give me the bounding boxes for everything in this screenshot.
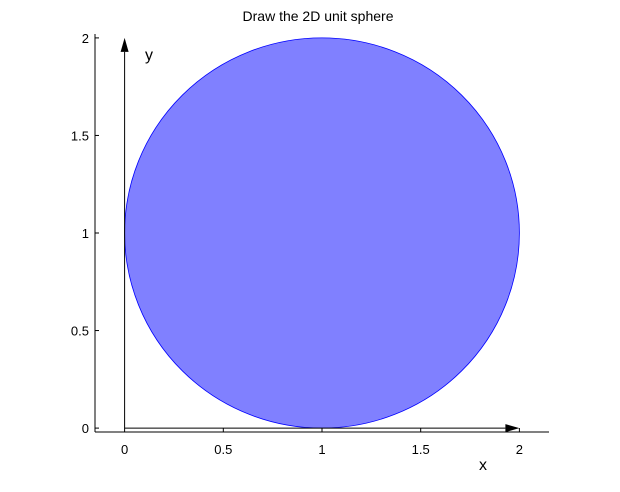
y-axis-label: y [145, 47, 153, 64]
unit-circle [124, 37, 520, 429]
tick-labels: 0 0.5 1 1.5 2 0 0.5 1 1.5 2 [71, 31, 523, 457]
x-tick-label: 0 [121, 442, 128, 457]
x-tick-label: 1 [318, 442, 325, 457]
x-tick-label: 0.5 [214, 442, 232, 457]
x-tick-label: 1.5 [412, 442, 430, 457]
x-axis-arrow-head [505, 424, 520, 433]
chart-title: Draw the 2D unit sphere [243, 8, 394, 24]
y-tick-label: 0.5 [71, 324, 89, 339]
y-tick-label: 1 [82, 226, 89, 241]
y-axis-arrow-head [120, 37, 129, 52]
x-tick-label: 2 [516, 442, 523, 457]
y-axis-arrow [120, 37, 129, 429]
axes [94, 34, 549, 433]
y-tick-label: 1.5 [71, 128, 89, 143]
plot-area [124, 37, 520, 429]
x-axis-arrow [124, 424, 520, 433]
y-tick-label: 2 [82, 31, 89, 46]
y-tick-label: 0 [82, 421, 89, 436]
x-axis-label: x [479, 457, 487, 474]
